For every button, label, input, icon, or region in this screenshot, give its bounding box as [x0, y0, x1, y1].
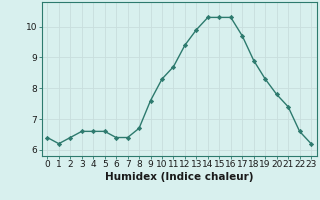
- X-axis label: Humidex (Indice chaleur): Humidex (Indice chaleur): [105, 172, 253, 182]
